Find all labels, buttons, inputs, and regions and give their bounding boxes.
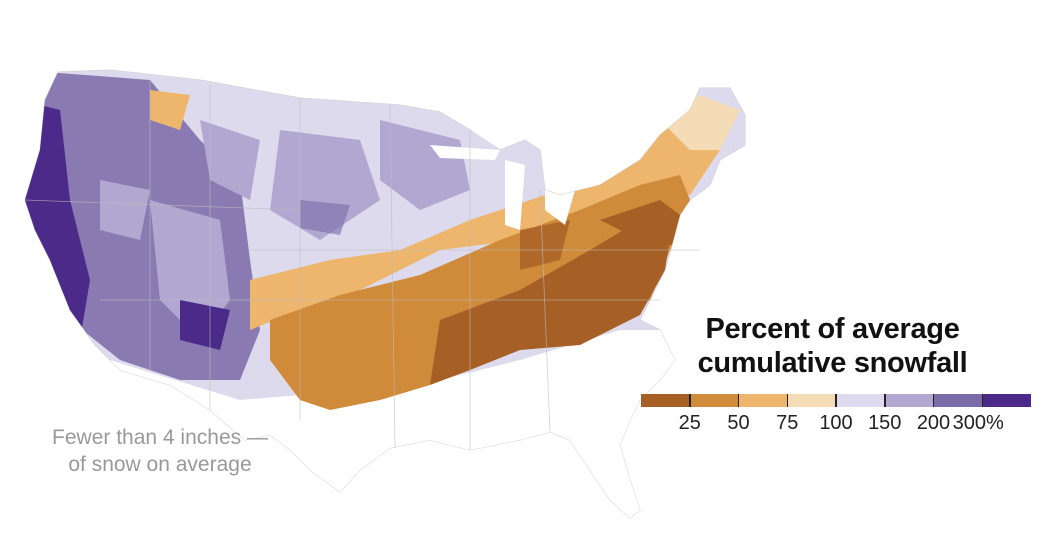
annotation-line1: Fewer than 4 inches — <box>52 426 268 449</box>
legend-title-line1: Percent of average <box>705 313 960 345</box>
legend-label-4: 150 <box>868 412 902 434</box>
no-snow-annotation: Fewer than 4 inches — of snow on average <box>30 424 290 478</box>
great-lakes <box>505 160 525 230</box>
legend-swatch-3 <box>787 394 836 407</box>
legend-swatch-6 <box>933 394 983 407</box>
legend-label-3: 100 <box>819 412 853 434</box>
legend-swatch-4 <box>836 394 885 407</box>
legend-swatch-5 <box>884 394 934 407</box>
legend-tick-2 <box>786 394 788 407</box>
legend-color-bar <box>641 394 1031 407</box>
legend-tick-3 <box>835 394 837 407</box>
legend-label-5: 200 <box>916 412 951 434</box>
legend-label-6: 300% <box>952 412 1004 434</box>
legend-label-0: 25 <box>678 412 701 434</box>
legend-swatch-7 <box>982 394 1031 407</box>
legend-title-line2: cumulative snowfall <box>697 347 968 379</box>
legend-tick-1 <box>737 394 740 407</box>
legend-title: Percent of average cumulative snowfall <box>660 312 1005 380</box>
tan-band <box>250 110 720 330</box>
orange-band <box>270 175 690 410</box>
brown-core <box>430 220 672 385</box>
legend-tick-6 <box>981 394 983 407</box>
legend-tick-4 <box>884 394 886 407</box>
legend-tick-0 <box>689 394 691 407</box>
legend-swatch-2 <box>738 394 788 407</box>
annotation-line2: of snow on average <box>68 453 252 476</box>
legend-swatch-0 <box>641 394 690 407</box>
legend-label-1: 50 <box>727 412 750 434</box>
legend-tick-5 <box>932 394 935 407</box>
legend-label-2: 75 <box>776 412 799 434</box>
state-boundaries <box>24 80 700 450</box>
legend-swatch-1 <box>689 394 739 407</box>
legend-ticks <box>641 394 1031 407</box>
legend-labels: 25 50 75 100 150 200 300% <box>641 412 1031 438</box>
